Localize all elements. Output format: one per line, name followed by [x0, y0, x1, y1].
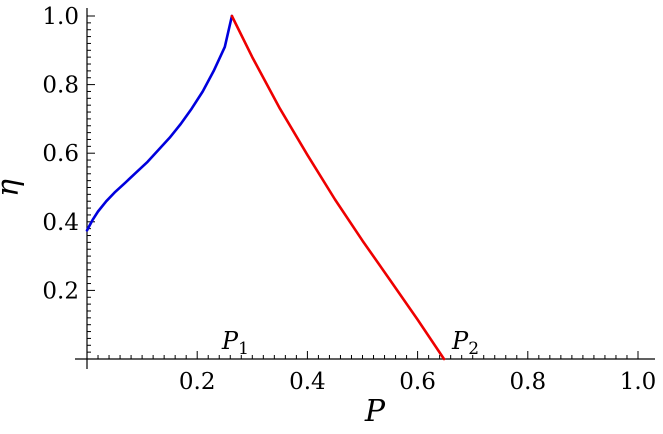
x-tick-label: 0.6: [399, 369, 436, 395]
x-tick-label: 0.2: [179, 369, 216, 395]
labels: 0.2 0.4 0.6 0.8 1.0 0.2 0.4 0.6 0.8 1.0 P1 P2: [42, 4, 656, 395]
series-line-2: [230, 14, 446, 361]
annotation-label: P1: [221, 327, 249, 359]
y-axis-title: η: [0, 179, 26, 197]
series: [85, 14, 446, 361]
annotation-label: P2: [451, 327, 479, 359]
x-tick-label: 0.4: [289, 369, 326, 395]
y-tick-label: 0.6: [42, 141, 79, 167]
x-tick-label: 1.0: [620, 369, 657, 395]
axes: [75, 8, 655, 369]
series-line-1: [85, 14, 234, 232]
y-tick-label: 0.8: [42, 73, 79, 99]
y-tick-label: 0.2: [42, 278, 79, 304]
y-tick-label: 0.4: [42, 210, 79, 236]
y-tick-label: 1.0: [42, 4, 79, 30]
x-axis-title: P: [364, 394, 386, 429]
x-tick-label: 0.8: [510, 369, 547, 395]
ticks: [87, 15, 639, 359]
